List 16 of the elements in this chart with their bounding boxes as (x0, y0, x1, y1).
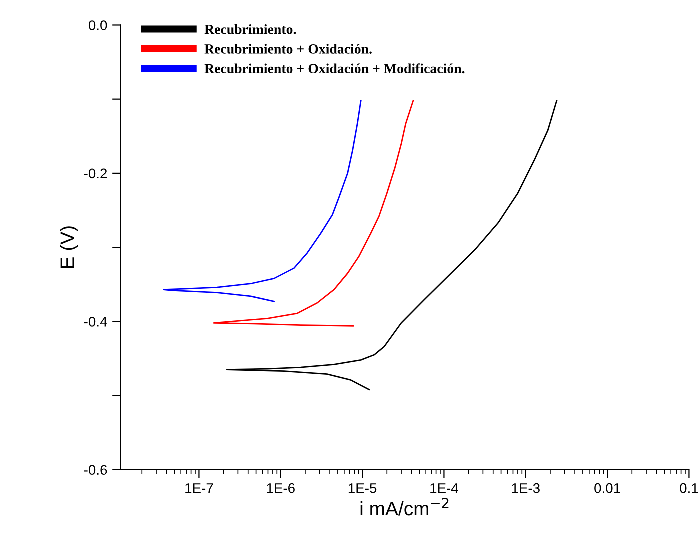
legend-label: Recubrimiento. (204, 24, 296, 34)
x-tick-label: 0.1 (680, 483, 698, 494)
y-tick-label: -0.4 (84, 316, 108, 327)
x-tick-label: 1E-3 (512, 483, 540, 494)
y-axis-title: E (V) (60, 226, 78, 268)
x-tick-label: 1E-5 (348, 484, 377, 494)
legend-label: Recubrimiento + Oxidación + Modificación. (204, 64, 465, 74)
x-axis-title: i mA/cm$^{−2}$ (360, 498, 449, 516)
x-tick-label: 1E-6 (267, 483, 295, 494)
x-tick-label: 0.01 (594, 483, 620, 494)
legend-label: Recubrimiento + Oxidación. (204, 44, 372, 54)
y-tick-label: -0.2 (84, 168, 108, 179)
y-tick-label: 0.0 (88, 20, 108, 30)
x-tick-label: 1E-7 (186, 484, 214, 494)
x-tick-label: 1E-4 (430, 484, 458, 494)
y-tick-label: -0.6 (84, 465, 108, 476)
